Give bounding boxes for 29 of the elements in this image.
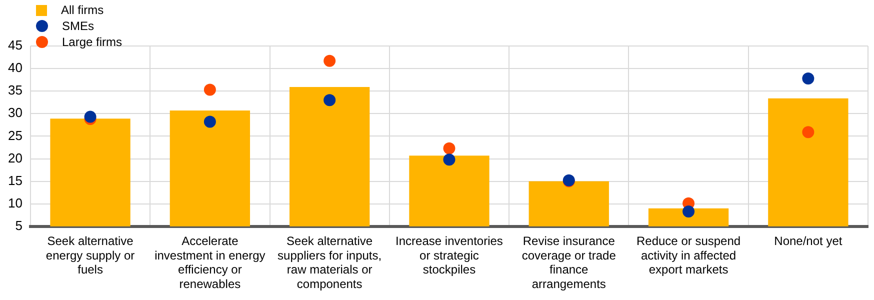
point bbox=[682, 206, 695, 218]
point bbox=[204, 84, 216, 96]
point bbox=[443, 154, 456, 166]
y-tick-label: 5 bbox=[15, 218, 22, 233]
legend-label: Large firms bbox=[62, 35, 122, 49]
legend-label: All firms bbox=[61, 3, 104, 17]
x-tick-label: None/not yet bbox=[774, 234, 843, 248]
point bbox=[324, 54, 336, 67]
y-tick-label: 45 bbox=[8, 38, 22, 53]
x-tick-label: Revise insurance coverage or trade finance arrangements bbox=[522, 234, 616, 292]
legend-label: SMEs bbox=[62, 19, 94, 33]
y-tick-label: 30 bbox=[8, 105, 22, 120]
point bbox=[84, 110, 96, 123]
y-tick-label: 10 bbox=[8, 195, 22, 210]
point bbox=[324, 94, 336, 106]
x-tick-label: Reduce or suspend activity in affected export markets bbox=[636, 234, 741, 277]
x-tick-label: Seek alternative suppliers for inputs, raw materials or components bbox=[278, 234, 382, 292]
y-tick-label: 20 bbox=[8, 150, 22, 166]
x-tick-label: Increase inventories or strategic stockpiles bbox=[396, 234, 503, 277]
y-tick-label: 35 bbox=[8, 82, 22, 98]
point bbox=[443, 142, 456, 154]
point bbox=[802, 126, 814, 138]
y-tick-label: 15 bbox=[8, 172, 22, 188]
point bbox=[802, 72, 814, 84]
y-tick-label: 40 bbox=[8, 60, 22, 76]
point bbox=[204, 116, 216, 128]
x-tick-label: Accelerate investment in energy efficiency or renewables bbox=[154, 234, 266, 292]
y-tick-label: 25 bbox=[8, 128, 22, 143]
x-tick-label: Seek alternative energy supply or fuels bbox=[46, 234, 135, 277]
